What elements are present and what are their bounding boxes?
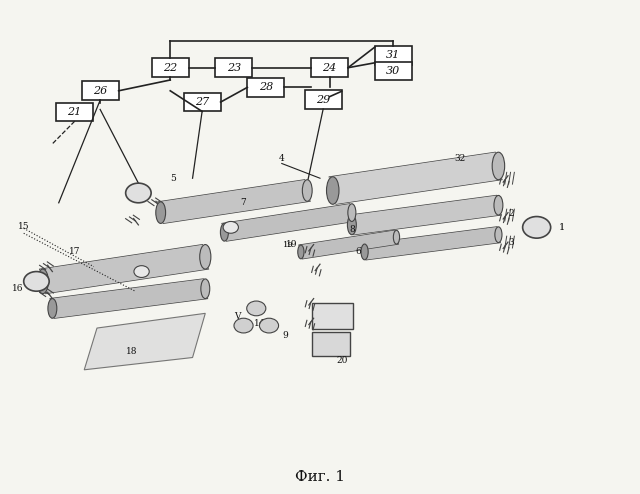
Circle shape xyxy=(24,272,49,291)
Text: 22: 22 xyxy=(163,63,177,73)
FancyBboxPatch shape xyxy=(312,302,353,329)
Circle shape xyxy=(234,318,253,333)
Polygon shape xyxy=(299,230,398,259)
Polygon shape xyxy=(330,153,502,204)
Text: Фиг. 1: Фиг. 1 xyxy=(295,470,345,484)
Text: M: M xyxy=(532,223,541,232)
Ellipse shape xyxy=(201,279,210,298)
Ellipse shape xyxy=(394,230,399,244)
Text: M: M xyxy=(32,277,41,286)
Circle shape xyxy=(523,216,550,238)
Ellipse shape xyxy=(495,227,502,243)
Ellipse shape xyxy=(348,215,356,235)
Ellipse shape xyxy=(298,245,304,259)
Text: 19: 19 xyxy=(285,240,297,249)
Circle shape xyxy=(246,301,266,316)
Text: 23: 23 xyxy=(227,63,241,73)
Text: 5: 5 xyxy=(170,174,177,183)
Text: 27: 27 xyxy=(195,97,209,107)
Text: 3: 3 xyxy=(508,238,514,247)
Text: 30: 30 xyxy=(386,66,401,76)
Ellipse shape xyxy=(302,180,312,202)
Text: 28: 28 xyxy=(259,82,273,92)
Text: 26: 26 xyxy=(93,86,108,96)
Text: 17: 17 xyxy=(69,247,81,256)
Text: 20: 20 xyxy=(337,357,348,366)
Text: 7: 7 xyxy=(241,198,246,207)
FancyBboxPatch shape xyxy=(56,103,93,121)
FancyBboxPatch shape xyxy=(375,46,412,65)
Circle shape xyxy=(223,221,239,233)
Text: 32: 32 xyxy=(454,154,466,163)
Ellipse shape xyxy=(348,204,356,221)
FancyBboxPatch shape xyxy=(247,78,284,97)
Ellipse shape xyxy=(156,202,166,223)
Circle shape xyxy=(125,183,151,203)
Text: 14: 14 xyxy=(253,319,265,328)
Text: 15: 15 xyxy=(18,222,29,231)
Polygon shape xyxy=(51,279,207,318)
Text: 24: 24 xyxy=(323,63,337,73)
Polygon shape xyxy=(349,196,500,235)
Text: M: M xyxy=(134,189,143,198)
Polygon shape xyxy=(158,180,310,223)
FancyBboxPatch shape xyxy=(312,332,350,356)
Text: 9: 9 xyxy=(282,331,288,340)
Polygon shape xyxy=(363,227,500,260)
Polygon shape xyxy=(40,245,209,293)
Text: 1: 1 xyxy=(559,223,565,232)
Circle shape xyxy=(259,318,278,333)
Ellipse shape xyxy=(48,298,57,318)
Ellipse shape xyxy=(220,223,228,241)
Ellipse shape xyxy=(326,177,339,204)
Circle shape xyxy=(134,266,149,278)
Text: ф: ф xyxy=(228,224,234,230)
Polygon shape xyxy=(222,204,354,241)
Text: 31: 31 xyxy=(386,50,401,60)
Text: ф: ф xyxy=(139,269,145,275)
Text: 16: 16 xyxy=(12,284,23,293)
FancyBboxPatch shape xyxy=(152,58,189,77)
Ellipse shape xyxy=(200,245,211,269)
FancyBboxPatch shape xyxy=(216,58,252,77)
Text: V: V xyxy=(234,312,241,321)
Polygon shape xyxy=(84,313,205,370)
Text: 18: 18 xyxy=(126,347,138,356)
Ellipse shape xyxy=(492,152,505,180)
Text: 8: 8 xyxy=(349,225,355,234)
Ellipse shape xyxy=(361,244,368,260)
FancyBboxPatch shape xyxy=(305,90,342,109)
Text: 6: 6 xyxy=(355,247,361,256)
Text: 4: 4 xyxy=(279,154,285,163)
Text: 29: 29 xyxy=(316,95,330,105)
Text: 2: 2 xyxy=(508,209,514,218)
Ellipse shape xyxy=(37,269,49,293)
Text: 19: 19 xyxy=(283,241,294,248)
FancyBboxPatch shape xyxy=(184,93,221,112)
FancyBboxPatch shape xyxy=(375,62,412,81)
FancyBboxPatch shape xyxy=(311,58,348,77)
FancyBboxPatch shape xyxy=(82,82,118,100)
Text: 21: 21 xyxy=(68,107,82,117)
Ellipse shape xyxy=(494,196,503,215)
